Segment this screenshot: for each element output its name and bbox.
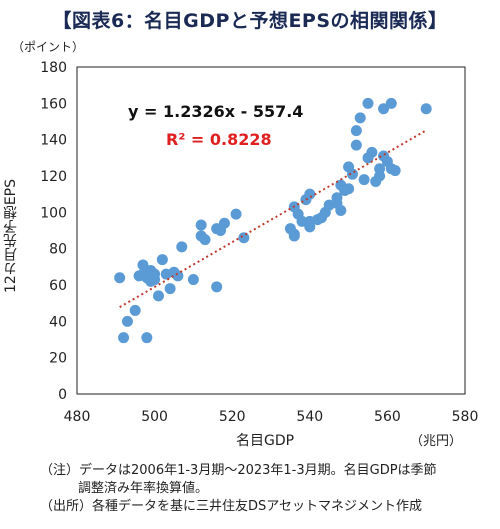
data-point (118, 332, 130, 344)
data-point (350, 139, 362, 151)
y-tick-label: 0 (58, 387, 67, 403)
x-tick-label: 580 (452, 409, 479, 425)
data-point (354, 112, 366, 124)
data-point (238, 232, 250, 244)
data-point (385, 97, 397, 109)
y-axis-unit: （ポイント） (12, 40, 85, 54)
data-point (164, 283, 176, 295)
data-point (199, 234, 211, 246)
x-tick-label: 560 (374, 409, 401, 425)
x-tick-label: 480 (64, 409, 91, 425)
y-tick-label: 60 (49, 278, 67, 294)
data-point (335, 205, 347, 217)
data-point (187, 274, 199, 286)
data-point (304, 221, 316, 233)
data-point (343, 183, 355, 195)
note-line-1: （注）データは2006年1-3月期～2023年1-3月期。名目GDPは季節 (40, 463, 437, 478)
data-point (137, 259, 149, 271)
x-tick-label: 520 (219, 409, 246, 425)
data-point (176, 241, 188, 253)
y-tick-label: 140 (40, 133, 67, 149)
data-point (389, 165, 401, 177)
data-point (211, 281, 223, 293)
data-point (129, 304, 141, 316)
data-point (420, 103, 432, 115)
data-point (304, 188, 316, 200)
trendline (119, 129, 427, 309)
y-tick-label: 120 (40, 169, 67, 185)
data-point (350, 125, 362, 137)
data-point (296, 215, 308, 227)
y-tick-label: 40 (49, 314, 67, 330)
data-point (358, 174, 370, 186)
data-point (288, 230, 300, 242)
data-point (141, 332, 153, 344)
data-point (346, 168, 358, 180)
data-point (378, 103, 390, 115)
y-tick-label: 100 (40, 205, 67, 221)
data-point (366, 146, 378, 158)
chart-title: 【図表6：名目GDPと予想EPSの相関関係】 (52, 10, 448, 32)
regression-equation: y = 1.2326x - 557.4 (128, 102, 303, 121)
data-point (149, 274, 161, 286)
x-tick-label: 500 (141, 409, 168, 425)
data-point (195, 219, 207, 231)
data-point (114, 272, 126, 284)
footnotes: （注）データは2006年1-3月期～2023年1-3月期。名目GDPは季節 調整… (40, 462, 490, 516)
data-point (152, 290, 164, 302)
x-tick-label: 540 (296, 409, 323, 425)
y-tick-label: 20 (49, 351, 67, 367)
data-point (230, 208, 242, 220)
data-point (121, 315, 133, 327)
r-squared: R² = 0.8228 (166, 130, 272, 149)
data-point (374, 170, 386, 182)
y-tick-label: 160 (40, 96, 67, 112)
y-axis-label: 12カ月先予想EPS (3, 179, 19, 293)
data-point (218, 217, 230, 229)
source-note: （出所）各種データを基に三井住友DSアセットマネジメント作成 (40, 499, 423, 514)
y-tick-label: 80 (49, 242, 67, 258)
y-tick-label: 180 (40, 60, 67, 76)
data-point (172, 270, 184, 282)
x-axis-unit: （兆円） (410, 434, 463, 449)
plot-area (76, 66, 466, 395)
note-line-2: 調整済み年率換算値。 (78, 481, 209, 496)
x-axis-label: 名目GDP (236, 433, 295, 449)
data-point (362, 97, 374, 109)
data-point (156, 254, 168, 266)
